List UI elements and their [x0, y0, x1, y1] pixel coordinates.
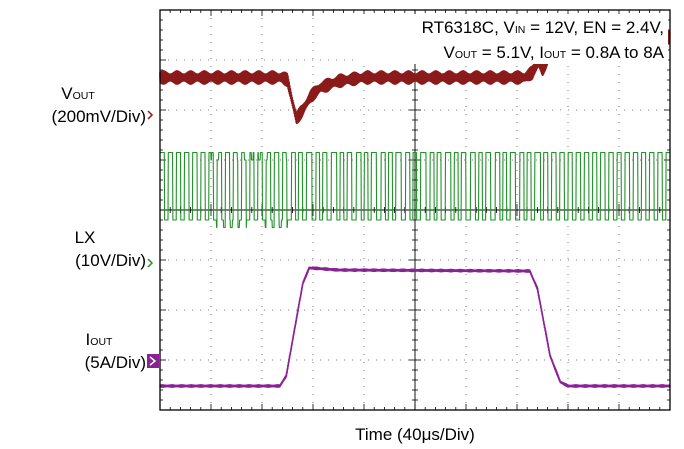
channel-3-marker-box: [147, 354, 159, 368]
series-2-trace: [159, 151, 671, 229]
channel-3-marker-icon: [149, 356, 157, 366]
channel-2-name: LX: [75, 228, 96, 247]
annotation-line-1: RT6318C, VIN = 12V, EN = 2.4V,: [422, 18, 664, 37]
channel-1-name: VOUT: [61, 84, 95, 103]
channel-2-marker-icon: [147, 258, 154, 268]
channel-2-scale: (10V/Div): [75, 251, 146, 270]
series-3-trace: [159, 266, 671, 388]
channel-1-marker-icon: [147, 110, 154, 120]
annotation-line-2: VOUT = 5.1V, IOUT = 0.8A to 8A: [444, 43, 665, 62]
graticule: [159, 9, 671, 411]
channel-1-scale: (200mV/Div): [52, 107, 146, 126]
plot-frame: [159, 9, 671, 411]
annotation-backdrop: [360, 14, 668, 64]
x-axis-label: Time (40μs/Div): [355, 425, 475, 444]
channel-3-scale: (5A/Div): [85, 353, 146, 372]
channel-3-name: IOUT: [86, 330, 113, 349]
